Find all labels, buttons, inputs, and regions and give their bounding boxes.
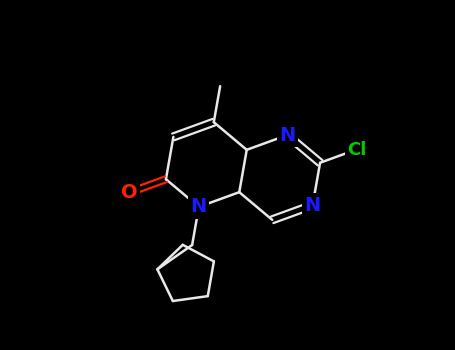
Text: O: O <box>121 183 138 202</box>
Text: N: N <box>191 197 207 216</box>
Text: N: N <box>279 126 295 145</box>
Text: N: N <box>304 196 321 215</box>
Text: Cl: Cl <box>347 140 366 159</box>
